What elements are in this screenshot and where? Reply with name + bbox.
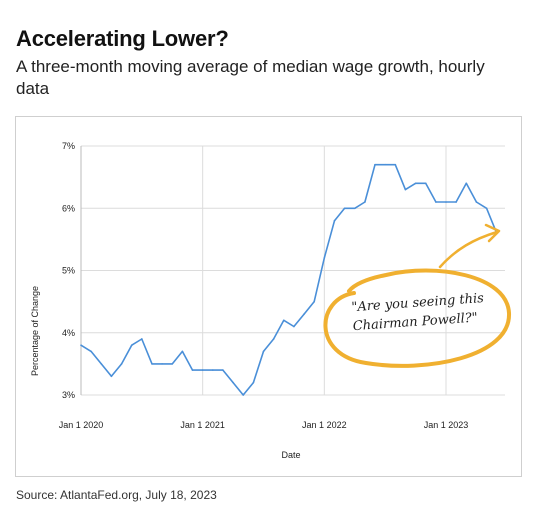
- chart-subtitle: A three-month moving average of median w…: [16, 57, 485, 98]
- data-point: [323, 257, 326, 259]
- chart-frame: 3% 4% 5% 6% 7% Jan 1 2020 Jan 1 2021 Jan 1 202…: [15, 116, 522, 477]
- data-point: [353, 207, 356, 210]
- x-tick-label: Jan 1 2021: [180, 420, 225, 430]
- data-point: [364, 201, 366, 203]
- data-point: [404, 188, 407, 191]
- source-note: Source: AtlantaFed.org, July 18, 2023: [16, 488, 217, 502]
- data-point: [151, 363, 153, 365]
- line-chart: 3%4%5%6%7% Jan 1 2020 Jan 1 2021 Jan 1 202…: [30, 141, 512, 460]
- y-axis-label: Percentage of Change: [30, 286, 40, 376]
- y-tick-label: 7%: [62, 141, 75, 151]
- data-point: [212, 369, 214, 371]
- data-point: [455, 201, 457, 203]
- data-point: [181, 350, 184, 353]
- data-point: [374, 163, 376, 166]
- data-point: [130, 344, 133, 346]
- data-point: [232, 381, 234, 384]
- data-point: [161, 363, 163, 365]
- data-point: [110, 375, 113, 378]
- data-point: [313, 300, 315, 303]
- callout-annotation: [323, 223, 512, 368]
- data-point: [424, 182, 427, 185]
- data-point: [191, 369, 194, 371]
- data-point: [171, 363, 174, 365]
- data-point: [100, 363, 103, 365]
- data-point: [303, 313, 305, 315]
- data-point: [465, 182, 468, 185]
- data-point: [333, 219, 336, 222]
- series-line: [80, 163, 498, 396]
- callout-arrow-shaft: [438, 230, 499, 269]
- data-point: [80, 344, 82, 346]
- data-point: [90, 350, 92, 353]
- data-point: [435, 201, 437, 203]
- data-point: [394, 163, 397, 166]
- data-point: [252, 381, 255, 384]
- y-tick-label: 5%: [62, 266, 75, 276]
- x-tick-label: Jan 1 2023: [424, 420, 469, 430]
- callout-ellipse: [323, 268, 512, 368]
- x-axis-ticks: Jan 1 2020 Jan 1 2021 Jan 1 2022 Jan 1 2023: [59, 420, 469, 430]
- data-point: [343, 207, 346, 210]
- data-point: [141, 338, 143, 340]
- x-axis-label: Date: [281, 450, 300, 460]
- data-point: [475, 201, 478, 203]
- y-axis-ticks: 3% 4% 5% 6% 7%: [62, 141, 75, 400]
- data-point: [384, 163, 386, 166]
- data-point: [120, 363, 123, 365]
- data-point: [445, 201, 447, 203]
- x-tick-label: Jan 1 2020: [59, 420, 104, 430]
- data-point: [201, 369, 204, 371]
- x-tick-label: Jan 1 2022: [302, 420, 347, 430]
- data-point: [262, 350, 265, 353]
- y-tick-label: 3%: [62, 390, 75, 400]
- data-point: [414, 182, 417, 185]
- data-point: [485, 207, 488, 210]
- data-point: [282, 319, 285, 322]
- y-tick-label: 6%: [62, 203, 75, 213]
- y-tick-label: 4%: [62, 328, 75, 338]
- data-point: [222, 369, 224, 371]
- series-group: [80, 163, 498, 396]
- callout-arrow-head: [484, 223, 501, 243]
- data-point: [293, 325, 295, 328]
- data-point: [242, 394, 245, 396]
- chart-title: Accelerating Lower?: [16, 26, 229, 51]
- data-point: [272, 338, 275, 340]
